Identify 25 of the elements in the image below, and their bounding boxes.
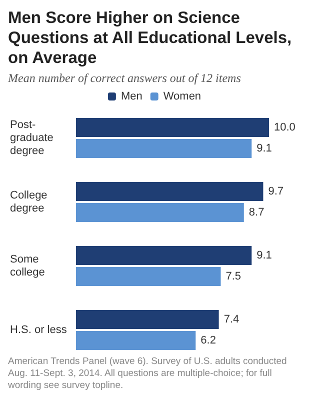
y-tick-label: H.S. or less bbox=[10, 324, 68, 336]
legend-label: Men bbox=[120, 90, 142, 102]
bar bbox=[76, 310, 219, 330]
annotation: American Trends Panel (wave 6). Survey of U.S. adults conducted Aug. 11-Sept. 3, 2014. All questions are multiple-choice; for full wording see survey topline. bbox=[7, 356, 288, 392]
data-label: 10.0 bbox=[274, 122, 296, 134]
data-label: 9.7 bbox=[268, 186, 284, 198]
data-label: 9.1 bbox=[256, 250, 272, 262]
data-label: 7.4 bbox=[224, 314, 240, 326]
bar bbox=[76, 330, 196, 350]
bar bbox=[76, 138, 252, 158]
data-label: 9.1 bbox=[256, 142, 272, 154]
data-label: 7.5 bbox=[226, 270, 242, 282]
y-tick-label: Some college bbox=[10, 254, 45, 278]
chart-subtitle: Mean number of correct answers out of 12 items bbox=[7, 70, 242, 86]
y-tick-label: Post-graduate degree bbox=[10, 119, 56, 157]
bar bbox=[76, 202, 244, 222]
bar bbox=[76, 118, 269, 138]
chart-title: Men Score Higher on Science Questions at All Educational Levels, on Average bbox=[7, 8, 293, 68]
y-tick-label: College degree bbox=[10, 190, 50, 214]
data-label: 6.2 bbox=[200, 334, 216, 346]
bar bbox=[76, 266, 221, 286]
data-label: 8.7 bbox=[248, 206, 264, 218]
legend-label: Women bbox=[163, 90, 202, 102]
bar bbox=[76, 182, 264, 202]
bar bbox=[76, 246, 252, 266]
